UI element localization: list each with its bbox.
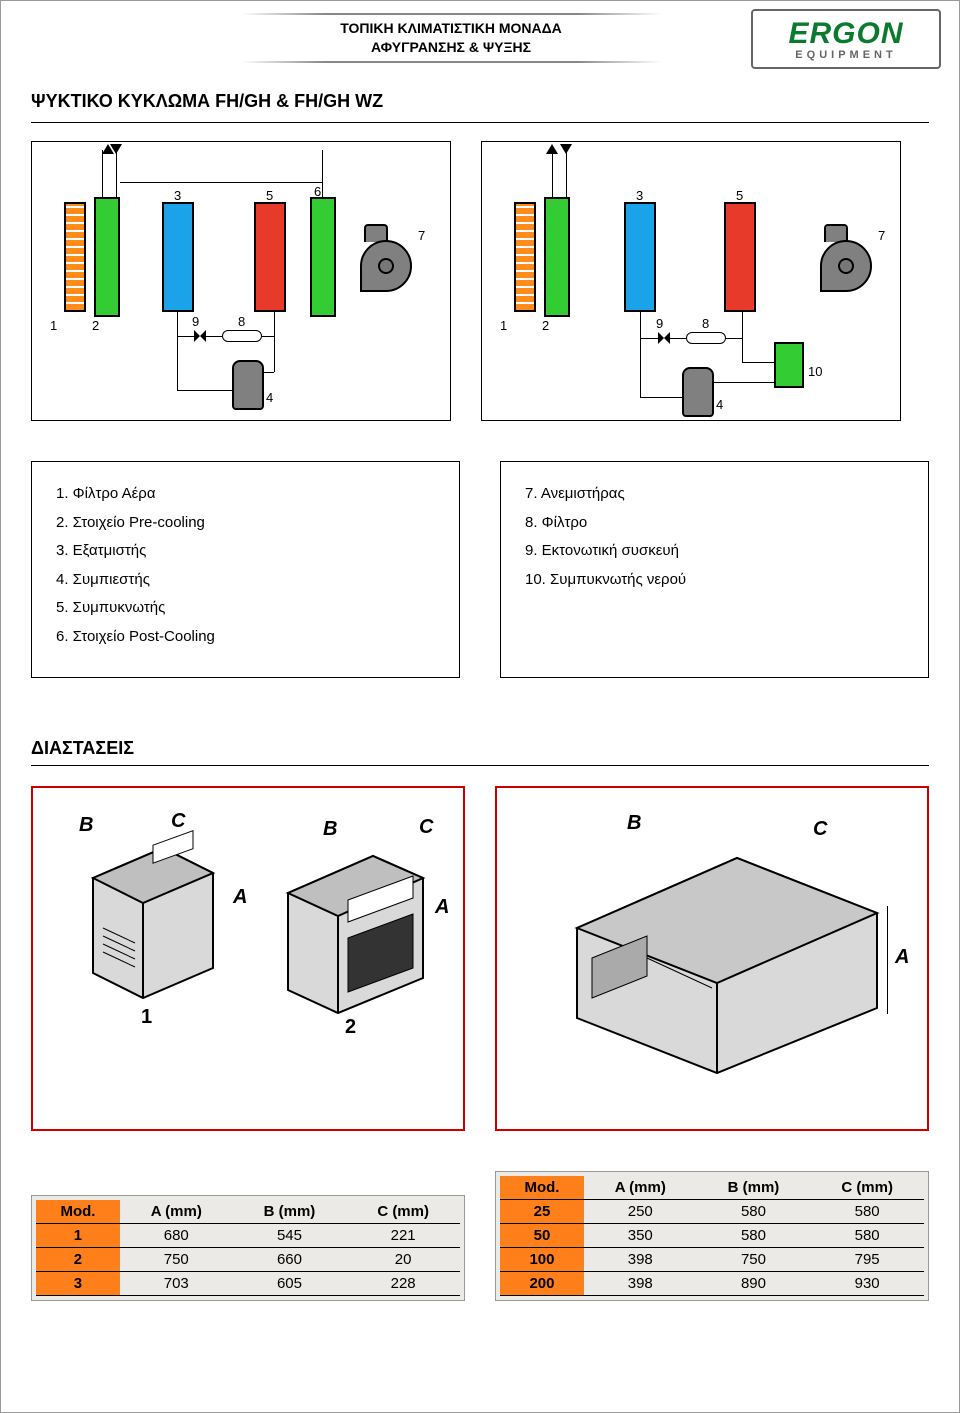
section2-title: ΔΙΑΣΤΑΣΕΙΣ bbox=[31, 738, 959, 759]
legend-row: 1. Φίλτρο Αέρα 2. Στοιχείο Pre-cooling 3… bbox=[31, 461, 929, 678]
col-header: C (mm) bbox=[810, 1176, 924, 1200]
legend-item: 8. Φίλτρο bbox=[525, 509, 904, 538]
table-row: Mod. A (mm) B (mm) C (mm) bbox=[36, 1200, 460, 1224]
col-header: A (mm) bbox=[584, 1176, 697, 1200]
table-row: 100398750795 bbox=[500, 1248, 924, 1272]
legend-item: 7. Ανεμιστήρας bbox=[525, 480, 904, 509]
col-header: C (mm) bbox=[346, 1200, 460, 1224]
dimension-tables: Mod. A (mm) B (mm) C (mm) 1680545221 275… bbox=[31, 1171, 929, 1301]
legend-item: 9. Εκτονωτική συσκευή bbox=[525, 537, 904, 566]
dimension-panel-right: B C A bbox=[495, 786, 929, 1131]
brand-name: ERGON bbox=[788, 17, 903, 51]
brand-logo: ERGON EQUIPMENT bbox=[751, 9, 941, 69]
legend-item: 5. Συμπυκνωτής bbox=[56, 594, 435, 623]
table-row: 50350580580 bbox=[500, 1224, 924, 1248]
dimensions-table-right: Mod. A (mm) B (mm) C (mm) 25250580580 50… bbox=[500, 1176, 924, 1296]
col-header: B (mm) bbox=[697, 1176, 811, 1200]
col-header: Mod. bbox=[36, 1200, 120, 1224]
section1-title: ΨΥΚΤΙΚΟ ΚΥΚΛΩΜΑ FH/GH & FH/GH WZ bbox=[31, 91, 959, 116]
dimension-panel-left: B C A 1 B C A 2 bbox=[31, 786, 465, 1131]
unit-drawing-large bbox=[537, 818, 907, 1078]
diagram-fh-gh: 1 2 3 5 6 7 4 8 9 bbox=[31, 141, 451, 421]
cooling-circuit-diagrams: 1 2 3 5 6 7 4 8 9 bbox=[31, 141, 929, 421]
legend-item: 6. Στοιχείο Post-Cooling bbox=[56, 623, 435, 652]
unit-drawing-2 bbox=[263, 828, 443, 1018]
legend-item: 2. Στοιχείο Pre-cooling bbox=[56, 509, 435, 538]
unit-drawing-1 bbox=[63, 818, 233, 1008]
legend-box-right: 7. Ανεμιστήρας 8. Φίλτρο 9. Εκτονωτική σ… bbox=[500, 461, 929, 678]
legend-box-left: 1. Φίλτρο Αέρα 2. Στοιχείο Pre-cooling 3… bbox=[31, 461, 460, 678]
page-header: ΤΟΠΙΚΗ ΚΛΙΜΑΤΙΣΤΙΚΗ ΜΟΝΑΔΑ ΑΦΥΓΡΑΝΣΗΣ & … bbox=[281, 19, 621, 57]
legend-item: 1. Φίλτρο Αέρα bbox=[56, 480, 435, 509]
col-header: Mod. bbox=[500, 1176, 584, 1200]
diagram-fh-gh-wz: 1 2 3 5 7 10 4 8 9 bbox=[481, 141, 901, 421]
table-row: Mod. A (mm) B (mm) C (mm) bbox=[500, 1176, 924, 1200]
table-left-wrap: Mod. A (mm) B (mm) C (mm) 1680545221 275… bbox=[31, 1195, 465, 1301]
table-row: 275066020 bbox=[36, 1248, 460, 1272]
table-row: 200398890930 bbox=[500, 1272, 924, 1296]
section1-rule bbox=[31, 122, 929, 123]
page: ERGON EQUIPMENT ΤΟΠΙΚΗ ΚΛΙΜΑΤΙΣΤΙΚΗ ΜΟΝΑ… bbox=[0, 0, 960, 1413]
brand-sub: EQUIPMENT bbox=[795, 49, 896, 61]
legend-item: 10. Συμπυκνωτής νερού bbox=[525, 566, 904, 595]
table-row: 25250580580 bbox=[500, 1200, 924, 1224]
legend-item: 4. Συμπιεστής bbox=[56, 566, 435, 595]
legend-item: 3. Εξατμιστής bbox=[56, 537, 435, 566]
table-row: 1680545221 bbox=[36, 1224, 460, 1248]
dimension-drawings: B C A 1 B C A 2 bbox=[31, 786, 929, 1131]
table-row: 3703605228 bbox=[36, 1272, 460, 1296]
header-line1: ΤΟΠΙΚΗ ΚΛΙΜΑΤΙΣΤΙΚΗ ΜΟΝΑΔΑ bbox=[281, 19, 621, 38]
section2-rule bbox=[31, 765, 929, 766]
col-header: B (mm) bbox=[233, 1200, 347, 1224]
dimensions-table-left: Mod. A (mm) B (mm) C (mm) 1680545221 275… bbox=[36, 1200, 460, 1296]
table-right-wrap: Mod. A (mm) B (mm) C (mm) 25250580580 50… bbox=[495, 1171, 929, 1301]
header-line2: ΑΦΥΓΡΑΝΣΗΣ & ΨΥΞΗΣ bbox=[281, 38, 621, 57]
col-header: A (mm) bbox=[120, 1200, 233, 1224]
